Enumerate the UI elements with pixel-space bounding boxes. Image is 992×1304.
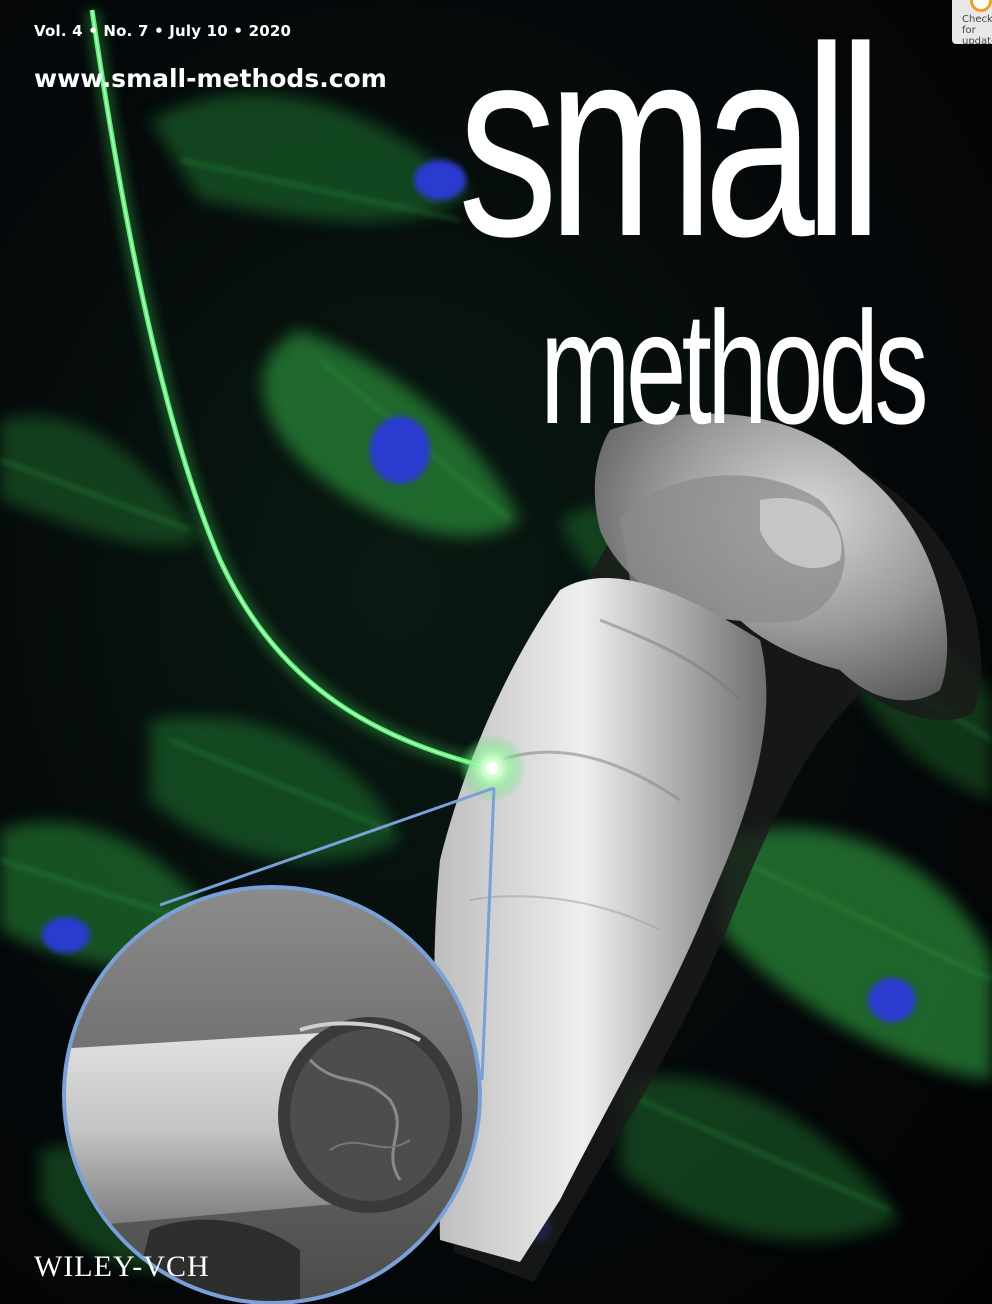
cell-shape	[0, 416, 200, 546]
bone-texture	[599, 618, 742, 702]
cell-shape	[620, 1076, 900, 1241]
badge-label: Check for updates	[962, 14, 992, 44]
nucleus	[42, 917, 90, 953]
nucleus	[414, 160, 466, 200]
fiber-tip	[486, 762, 498, 774]
bone-condyle-highlight	[760, 498, 842, 569]
issue-line: Vol. 4 • No. 7 • July 10 • 2020	[34, 22, 292, 40]
cell-shape	[720, 827, 992, 1080]
optical-fiber	[85, 8, 526, 802]
nucleus	[868, 978, 916, 1022]
journal-title-small: small	[458, 0, 883, 293]
cell-shape	[150, 716, 400, 861]
sem-inset	[62, 885, 482, 1304]
check-updates-icon	[970, 0, 992, 12]
website-url[interactable]: www.small-methods.com	[34, 64, 387, 93]
inset-callout-lines	[159, 786, 496, 1081]
cell-shape	[150, 93, 470, 222]
bone-texture	[469, 895, 661, 931]
journal-title-methods: methods	[540, 278, 929, 457]
publisher-logo: WILEY-VCH	[34, 1250, 210, 1283]
check-for-updates-badge[interactable]: Check for updates	[952, 0, 992, 44]
nucleus	[370, 416, 430, 484]
